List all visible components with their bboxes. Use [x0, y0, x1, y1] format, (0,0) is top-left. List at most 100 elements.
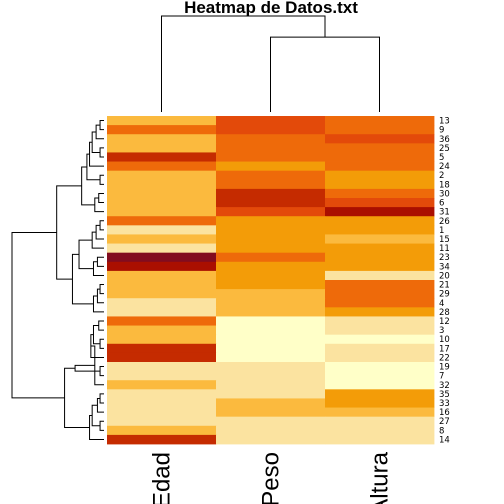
heatmap-cell [216, 207, 326, 217]
heatmap-cell [216, 389, 326, 399]
dendrogram-branch [96, 397, 104, 413]
heatmap-cell [107, 316, 217, 326]
dendrogram-branch [99, 147, 104, 158]
row-tick-label: 8 [439, 426, 444, 436]
heatmap-cell [216, 280, 326, 290]
dendrogram-branch [86, 153, 101, 181]
row-dendrogram [11, 120, 104, 440]
row-tick-label: 24 [439, 162, 450, 172]
heatmap-cell [325, 434, 435, 445]
heatmap-cell [107, 280, 217, 290]
dendrogram-branch [99, 393, 104, 404]
heatmap-cell [325, 298, 435, 308]
heatmap-cell [216, 161, 326, 172]
dendrogram-branch [90, 334, 104, 358]
dendrogram-branch [99, 174, 104, 185]
heatmap-cell [107, 125, 217, 135]
heatmap-cell [107, 179, 217, 190]
heatmap-cell [107, 389, 217, 399]
heatmap-cell [107, 116, 217, 126]
dendrogram-branch [161, 15, 326, 112]
row-tick-label: 35 [439, 390, 450, 400]
column-labels: Edad Peso Altura [149, 451, 394, 504]
heatmap-cell [325, 343, 435, 354]
row-tick-label: 30 [439, 189, 450, 199]
row-tick-label: 36 [439, 135, 450, 145]
column-tick-label: Altura [367, 451, 394, 504]
heatmap-cell [216, 298, 326, 308]
heatmap-cell [325, 125, 435, 135]
row-tick-label: 23 [439, 253, 450, 263]
heatmap-cell [107, 298, 217, 308]
heatmap-cell [107, 380, 217, 390]
row-tick-label: 1 [439, 226, 444, 236]
row-tick-label: 5 [439, 153, 444, 163]
heatmap-cell [216, 216, 326, 226]
dendrogram-branch [96, 288, 104, 304]
dendrogram-branch [78, 239, 94, 270]
heatmap-cell [107, 416, 217, 427]
heatmap-cell [325, 416, 435, 427]
heatmap-cell [107, 307, 217, 317]
row-tick-label: 12 [439, 317, 450, 327]
heatmap-cell [216, 252, 326, 263]
row-tick-label: 16 [439, 408, 450, 418]
heatmap-cell [325, 407, 435, 418]
heatmap-cell [216, 125, 326, 135]
dendrogram-branch [91, 231, 104, 249]
dendrogram-branch [98, 192, 104, 204]
row-tick-label: 2 [439, 171, 444, 181]
heatmap-cell [325, 152, 435, 162]
heatmap-cell [325, 325, 435, 336]
heatmap-cell [107, 261, 217, 272]
dendrogram-branch [99, 420, 104, 431]
dendrogram-branch [71, 253, 94, 305]
heatmap-cell [325, 270, 435, 281]
dendrogram-branch [96, 256, 104, 267]
heatmap-cell [107, 152, 217, 162]
column-tick-label: Edad [149, 452, 176, 504]
heatmap-cell [325, 198, 435, 208]
row-tick-label: 14 [439, 435, 450, 445]
dendrogram-branch [92, 295, 104, 313]
heatmap-cell [216, 343, 326, 354]
heatmap-cell [216, 307, 326, 317]
row-tick-label: 9 [439, 126, 444, 136]
heatmap-cell [107, 398, 217, 408]
heatmap-cell [107, 188, 217, 199]
heatmap-cell [216, 134, 326, 144]
row-tick-label: 20 [439, 271, 450, 281]
heatmap-cell [107, 425, 217, 436]
row-tick-label: 3 [439, 326, 444, 336]
row-tick-label: 4 [439, 299, 444, 309]
heatmap-cell [107, 325, 217, 336]
heatmap-cell [216, 289, 326, 299]
row-tick-label: 25 [439, 144, 450, 154]
dendrogram-branch [94, 197, 104, 213]
heatmap-cell [216, 380, 326, 390]
heatmap-cell [107, 371, 217, 381]
heatmap-cell [325, 380, 435, 390]
dendrogram-branch [98, 320, 104, 331]
heatmap-cell [216, 316, 326, 326]
heatmap-cell [107, 252, 217, 263]
row-tick-label: 31 [439, 208, 450, 218]
row-tick-label: 34 [439, 262, 450, 272]
row-tick-label: 28 [439, 308, 450, 318]
heatmap-cell [325, 161, 435, 172]
column-tick-label: Peso [258, 452, 285, 504]
heatmap-cell [216, 425, 326, 436]
heatmap-cell [107, 198, 217, 208]
heatmap-cell [216, 270, 326, 281]
heatmap-cells [107, 116, 435, 445]
heatmap-cell [325, 252, 435, 263]
dendrogram-branch [270, 36, 380, 112]
dendrogram-branch [91, 404, 101, 427]
heatmap-cell [107, 170, 217, 181]
heatmap-cell [325, 234, 435, 244]
row-tick-label: 27 [439, 417, 450, 427]
heatmap-cell [325, 179, 435, 190]
row-tick-label: 15 [439, 235, 450, 245]
heatmap-cell [107, 216, 217, 226]
heatmap-cell [325, 116, 435, 126]
